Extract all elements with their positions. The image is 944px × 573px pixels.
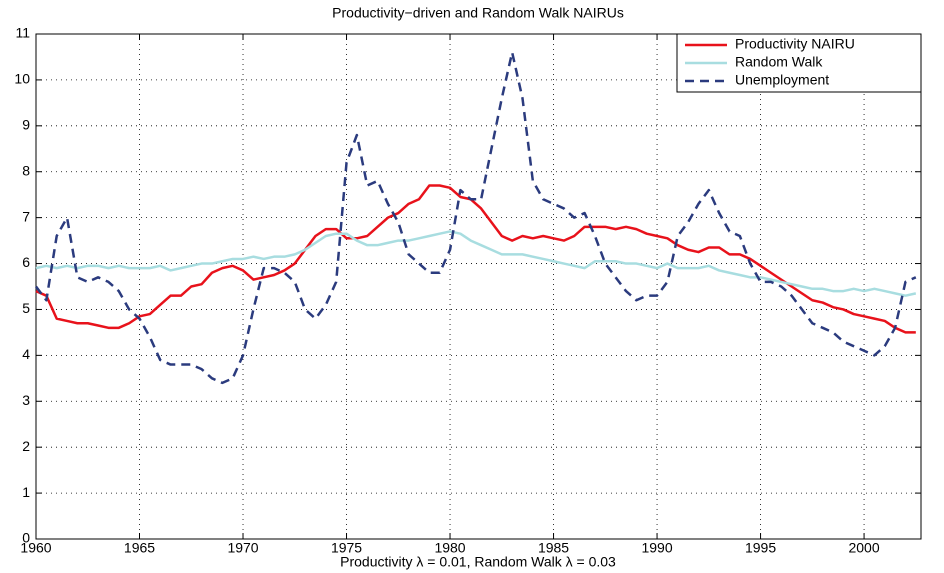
y-tick-label: 0 xyxy=(22,530,30,546)
x-tick-label: 1960 xyxy=(20,540,51,556)
legend-label: Random Walk xyxy=(735,54,823,70)
x-tick-label: 1985 xyxy=(538,540,569,556)
x-axis-label: Productivity λ = 0.01, Random Walk λ = 0… xyxy=(340,554,616,570)
y-tick-label: 9 xyxy=(22,117,30,133)
x-tick-label: 1970 xyxy=(227,540,258,556)
x-tick-label: 1965 xyxy=(124,540,155,556)
chart-title: Productivity−driven and Random Walk NAIR… xyxy=(332,5,624,21)
y-tick-label: 8 xyxy=(22,162,30,178)
plot-frame xyxy=(35,33,922,540)
x-tick-label: 2000 xyxy=(848,540,879,556)
y-tick-label: 5 xyxy=(22,300,30,316)
series-line xyxy=(35,51,917,385)
y-tick-label: 3 xyxy=(22,392,30,408)
y-tick-label: 11 xyxy=(15,25,30,41)
x-tick-label: 1990 xyxy=(641,540,672,556)
y-tick-label: 2 xyxy=(22,438,30,454)
x-tick-label: 1975 xyxy=(331,540,362,556)
series-line xyxy=(35,184,916,334)
legend-label: Unemployment xyxy=(735,72,829,88)
x-tick-label: 1980 xyxy=(434,540,465,556)
x-tick-label: 1995 xyxy=(745,540,776,556)
y-tick-label: 10 xyxy=(14,71,30,87)
y-tick-label: 7 xyxy=(22,208,30,224)
series-line xyxy=(35,230,917,297)
y-tick-label: 1 xyxy=(22,484,30,500)
y-tick-label: 6 xyxy=(22,254,30,270)
y-tick-label: 4 xyxy=(22,346,30,362)
legend-label: Productivity NAIRU xyxy=(735,36,855,52)
